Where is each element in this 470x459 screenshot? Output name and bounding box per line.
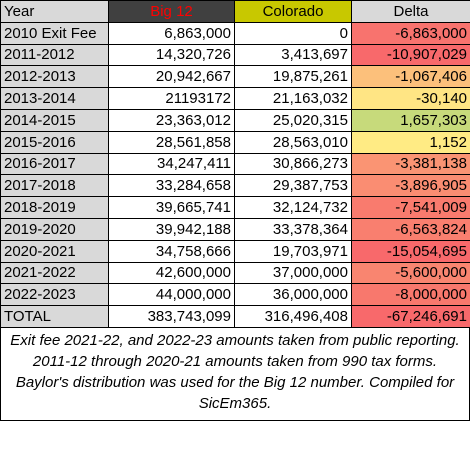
- table-row: TOTAL 383,743,099 316,496,408 -67,246,691: [0, 305, 470, 328]
- table-row: 2016-2017 34,247,411 30,866,273 -3,381,138: [0, 152, 470, 176]
- value-cell: -3,381,138: [351, 152, 470, 176]
- year-cell: TOTAL: [0, 305, 109, 328]
- note: Exit fee 2021-22, and 2022-23 amounts ta…: [0, 327, 470, 421]
- value-cell: 44,000,000: [108, 283, 235, 307]
- value-cell: 42,600,000: [108, 261, 235, 285]
- data-table: Year Big 12 Colorado Delta 2010 Exit Fee 6,86…: [0, 0, 470, 328]
- value-cell: 30,866,273: [234, 152, 352, 176]
- year-cell: 2019-2020: [0, 217, 109, 241]
- table-row: 2010 Exit Fee 6,863,000 0 -6,863,000: [0, 21, 470, 45]
- value-cell: -1,067,406: [351, 65, 470, 89]
- header-row: Year Big 12 Colorado Delta: [0, 0, 470, 23]
- year-cell: 2022-2023: [0, 283, 109, 307]
- value-cell: 383,743,099: [108, 305, 235, 328]
- value-cell: 19,703,971: [234, 239, 352, 263]
- year-cell: 2020-2021: [0, 239, 109, 263]
- year-cell: 2017-2018: [0, 174, 109, 198]
- value-cell: 0: [234, 21, 352, 45]
- value-cell: 39,942,188: [108, 217, 235, 241]
- value-cell: 32,124,732: [234, 196, 352, 219]
- table-row: 2015-2016 28,561,858 28,563,010 1,152: [0, 130, 470, 154]
- table-row: 2020-2021 34,758,666 19,703,971 -15,054,695: [0, 239, 470, 263]
- value-cell: 37,000,000: [234, 261, 352, 285]
- header-cell: Colorado: [234, 0, 352, 23]
- year-cell: 2014-2015: [0, 108, 109, 132]
- value-cell: 33,378,364: [234, 217, 352, 241]
- year-cell: 2016-2017: [0, 152, 109, 176]
- table-row: 2012-2013 20,942,667 19,875,261 -1,067,406: [0, 65, 470, 89]
- value-cell: 20,942,667: [108, 65, 235, 89]
- value-cell: 33,284,658: [108, 174, 235, 198]
- value-cell: 316,496,408: [234, 305, 352, 328]
- year-cell: 2018-2019: [0, 196, 109, 219]
- value-cell: -67,246,691: [351, 305, 470, 328]
- value-cell: 39,665,741: [108, 196, 235, 219]
- header-cell: Big 12: [108, 0, 235, 23]
- year-cell: 2013-2014: [0, 87, 109, 110]
- value-cell: -8,000,000: [351, 283, 470, 307]
- header-cell: Delta: [351, 0, 470, 23]
- year-cell: 2011-2012: [0, 43, 109, 67]
- table-row: 2019-2020 39,942,188 33,378,364 -6,563,824: [0, 217, 470, 241]
- value-cell: -30,140: [351, 87, 470, 110]
- value-cell: 14,320,726: [108, 43, 235, 67]
- value-cell: -5,600,000: [351, 261, 470, 285]
- value-cell: 28,563,010: [234, 130, 352, 154]
- value-cell: 34,758,666: [108, 239, 235, 263]
- value-cell: 21193172: [108, 87, 235, 110]
- table-row: 2018-2019 39,665,741 32,124,732 -7,541,009: [0, 196, 470, 219]
- value-cell: 36,000,000: [234, 283, 352, 307]
- value-cell: -10,907,029: [351, 43, 470, 67]
- header-cell: Year: [0, 0, 109, 23]
- value-cell: 29,387,753: [234, 174, 352, 198]
- value-cell: -6,863,000: [351, 21, 470, 45]
- value-cell: 34,247,411: [108, 152, 235, 176]
- value-cell: 1,152: [351, 130, 470, 154]
- value-cell: -6,563,824: [351, 217, 470, 241]
- value-cell: -15,054,695: [351, 239, 470, 263]
- table-row: 2017-2018 33,284,658 29,387,753 -3,896,905: [0, 174, 470, 198]
- value-cell: 21,163,032: [234, 87, 352, 110]
- table-body: Year Big 12 Colorado Delta 2010 Exit Fee 6,86…: [0, 0, 470, 328]
- table-row: 2022-2023 44,000,000 36,000,000 -8,000,000: [0, 283, 470, 307]
- table-row: 2013-2014 21193172 21,163,032 -30,140: [0, 87, 470, 110]
- value-cell: 6,863,000: [108, 21, 235, 45]
- value-cell: -7,541,009: [351, 196, 470, 219]
- table-row: 2011-2012 14,320,726 3,413,697 -10,907,029: [0, 43, 470, 67]
- value-cell: 3,413,697: [234, 43, 352, 67]
- value-cell: 19,875,261: [234, 65, 352, 89]
- value-cell: 25,020,315: [234, 108, 352, 132]
- value-cell: 28,561,858: [108, 130, 235, 154]
- value-cell: 23,363,012: [108, 108, 235, 132]
- year-cell: 2012-2013: [0, 65, 109, 89]
- table-row: 2021-2022 42,600,000 37,000,000 -5,600,000: [0, 261, 470, 285]
- table-row: 2014-2015 23,363,012 25,020,315 1,657,303: [0, 108, 470, 132]
- value-cell: -3,896,905: [351, 174, 470, 198]
- year-cell: 2010 Exit Fee: [0, 21, 109, 45]
- year-cell: 2021-2022: [0, 261, 109, 285]
- year-cell: 2015-2016: [0, 130, 109, 154]
- value-cell: 1,657,303: [351, 108, 470, 132]
